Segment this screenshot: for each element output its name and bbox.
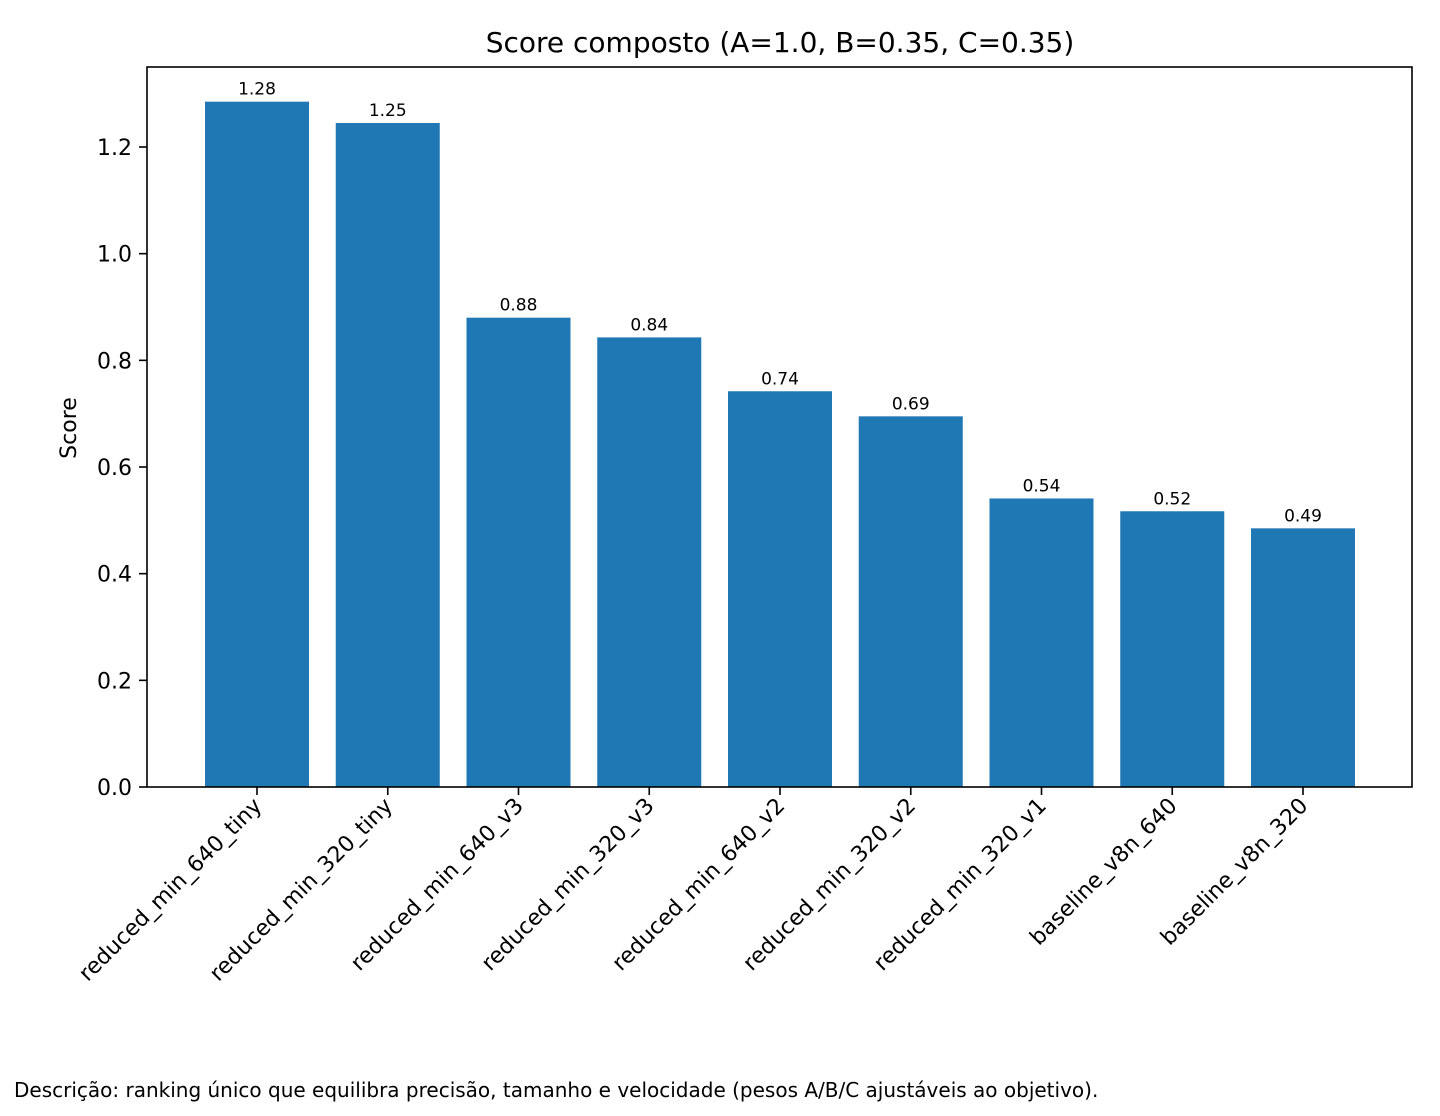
bar-baseline_v8n_640	[1120, 511, 1225, 787]
y-tick-label-0.6: 0.6	[97, 456, 132, 481]
chart-caption: Descrição: ranking único que equilibra p…	[14, 1078, 1099, 1102]
bar-reduced_min_320_v2	[858, 416, 963, 787]
bar-reduced_min_640_v2	[728, 391, 832, 787]
y-axis-label: Score	[57, 397, 82, 459]
x-axis: reduced_min_640_tinyreduced_min_320_tiny…	[74, 787, 1313, 986]
bar-reduced_min_640_tiny	[205, 101, 309, 787]
y-axis: 0.0 0.2 0.4 0.6 0.8 1.0 1.2	[97, 136, 147, 801]
value-label-baseline_v8n_640: 0.52	[1153, 489, 1191, 509]
y-tick-label-1.0: 1.0	[97, 243, 132, 268]
y-tick-label-1.2: 1.2	[97, 136, 132, 161]
value-labels-group: 1.28 1.25 0.88 0.84 0.74 0.69 0.54 0.52 0.49	[238, 80, 1322, 527]
y-tick-label-0.4: 0.4	[97, 563, 132, 588]
x-tick-label-baseline_v8n_640: baseline_v8n_640	[1025, 794, 1182, 951]
value-label-reduced_min_320_v3: 0.84	[630, 315, 668, 335]
bars-group	[205, 101, 1355, 787]
value-label-reduced_min_320_tiny: 1.25	[369, 101, 407, 121]
value-label-baseline_v8n_320: 0.49	[1284, 506, 1322, 526]
y-tick-label-0.8: 0.8	[97, 349, 132, 374]
bar-reduced_min_320_v3	[597, 337, 702, 787]
value-label-reduced_min_640_tiny: 1.28	[238, 80, 276, 100]
x-tick-label-baseline_v8n_320: baseline_v8n_320	[1156, 794, 1313, 951]
bar-baseline_v8n_320	[1251, 528, 1355, 787]
bar-reduced_min_320_tiny	[335, 123, 440, 787]
value-label-reduced_min_640_v2: 0.74	[761, 369, 799, 389]
y-tick-label-0.0: 0.0	[97, 776, 132, 801]
value-label-reduced_min_320_v2: 0.69	[892, 394, 930, 414]
value-label-reduced_min_320_v1: 0.54	[1023, 476, 1061, 496]
value-label-reduced_min_640_v3: 0.88	[500, 296, 538, 316]
bar-reduced_min_320_v1	[989, 498, 1094, 787]
y-tick-label-0.2: 0.2	[97, 669, 132, 694]
plot-frame	[146, 66, 1413, 788]
chart-title: Score composto (A=1.0, B=0.35, C=0.35)	[486, 26, 1075, 59]
bar-reduced_min_640_v3	[466, 317, 571, 787]
